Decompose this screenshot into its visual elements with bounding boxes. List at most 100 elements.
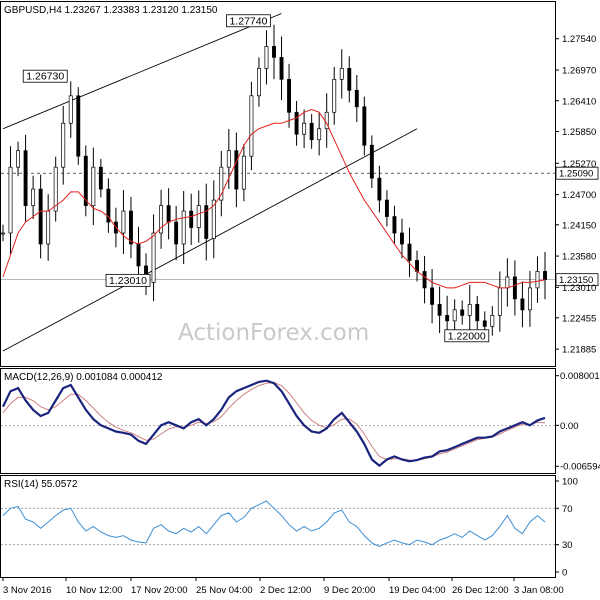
candle-body bbox=[497, 287, 502, 316]
x-tick-label: 26 Dec 12:00 bbox=[452, 585, 509, 596]
rsi-y-tick-label: 0 bbox=[562, 568, 567, 579]
candle-body bbox=[226, 150, 231, 168]
candle-body bbox=[294, 111, 299, 135]
x-tick-label: 10 Nov 12:00 bbox=[66, 585, 123, 596]
moving-average-line bbox=[2, 108, 546, 289]
candle-body bbox=[392, 216, 397, 234]
candle-body bbox=[505, 276, 510, 289]
annotation-label: 1.26730 bbox=[26, 71, 64, 83]
candlestick-series bbox=[1, 24, 547, 341]
candle-body bbox=[362, 106, 367, 146]
candle-body bbox=[384, 199, 389, 217]
candle-body bbox=[467, 304, 472, 316]
candle-body bbox=[136, 243, 141, 267]
candle-body bbox=[8, 166, 13, 234]
candle-body bbox=[520, 298, 525, 311]
candle-body bbox=[204, 205, 209, 239]
rsi-header: RSI(14) 55.0572 bbox=[4, 479, 78, 490]
x-axis: 3 Nov 2016 10 Nov 12:00 17 Nov 20:00 25 Nov… bbox=[2, 577, 564, 596]
candle-body bbox=[264, 46, 269, 69]
candle-body bbox=[159, 205, 164, 234]
candle-body bbox=[61, 122, 66, 168]
rsi-y-tick-label: 100 bbox=[562, 477, 578, 488]
candle-body bbox=[527, 287, 532, 311]
candle-body bbox=[1, 232, 5, 235]
candle-body bbox=[91, 166, 96, 206]
price-y-tick-label: 1.26970 bbox=[562, 66, 596, 77]
price-annotations: 1.26730 1.27740 1.23010 1.22000 bbox=[22, 14, 490, 343]
macd-y-axis: 0.008001 0.00 -0.006594 bbox=[555, 371, 600, 473]
macd-y-tick-label: 0.008001 bbox=[560, 371, 600, 382]
candle-body bbox=[317, 128, 322, 141]
candle-body bbox=[400, 232, 404, 245]
candle-body bbox=[377, 177, 382, 201]
candle-body bbox=[279, 57, 284, 80]
candle-body bbox=[189, 210, 194, 228]
candle-body bbox=[121, 210, 126, 234]
candle-body bbox=[83, 155, 88, 206]
candle-body bbox=[437, 304, 442, 316]
price-y-tick-label: 1.23580 bbox=[562, 252, 596, 263]
candle-body bbox=[430, 287, 435, 305]
candle-body bbox=[256, 68, 261, 97]
annotation-label: 1.22000 bbox=[448, 330, 486, 342]
x-tick-label: 2 Dec 12:00 bbox=[260, 585, 311, 596]
macd-line bbox=[2, 379, 546, 468]
x-tick-label: 19 Dec 04:00 bbox=[389, 585, 446, 596]
macd-header: MACD(12,26,9) 0.001084 0.000412 bbox=[4, 372, 163, 383]
candle-body bbox=[129, 210, 133, 245]
candle-body bbox=[98, 166, 103, 190]
x-tick-label: 25 Nov 04:00 bbox=[196, 585, 253, 596]
rsi-line bbox=[2, 500, 546, 548]
price-y-tick-label: 1.22455 bbox=[562, 313, 596, 324]
price-y-tick-label: 1.21885 bbox=[562, 345, 596, 356]
annotation-box bbox=[22, 69, 68, 83]
rsi-y-axis: 100 70 30 0 bbox=[555, 477, 578, 579]
candle-body bbox=[445, 314, 450, 322]
price-y-tick-label: 1.23010 bbox=[562, 283, 596, 294]
price-y-tick-label: 1.26410 bbox=[562, 96, 596, 107]
candle-body bbox=[302, 122, 307, 135]
annotation-box bbox=[105, 273, 151, 287]
candle-body bbox=[369, 144, 374, 179]
candle-body bbox=[211, 199, 216, 239]
candle-body bbox=[16, 150, 21, 168]
candle-body bbox=[482, 320, 487, 327]
macd-y-tick-label: -0.006594 bbox=[560, 462, 600, 473]
candle-body bbox=[422, 271, 427, 289]
candle-body bbox=[219, 166, 224, 201]
candle-body bbox=[347, 68, 352, 91]
price-header: GBPUSD,H4 1.23267 1.23383 1.23120 1.2315… bbox=[4, 5, 218, 16]
candle-body bbox=[68, 95, 73, 124]
price-y-tick-label: 1.24700 bbox=[562, 190, 596, 201]
trend-line bbox=[2, 13, 282, 130]
candle-body bbox=[31, 188, 36, 206]
price-panel-frame bbox=[0, 1, 556, 367]
price-y-tick-label: 1.25850 bbox=[562, 127, 596, 138]
macd-y-tick-label: 0.00 bbox=[560, 421, 579, 432]
x-tick-label: 3 Jan 08:00 bbox=[514, 585, 564, 596]
candle-body bbox=[475, 304, 480, 322]
x-tick-label: 9 Dec 20:00 bbox=[324, 585, 375, 596]
candle-body bbox=[174, 221, 179, 245]
price-y-tick-label: 1.24150 bbox=[562, 220, 596, 231]
candle-body bbox=[535, 271, 540, 289]
x-tick-label: 3 Nov 2016 bbox=[3, 585, 52, 596]
candle-body bbox=[460, 309, 465, 316]
candle-body bbox=[46, 210, 51, 245]
rsi-y-tick-label: 70 bbox=[562, 504, 573, 515]
price-level-label: 1.25090 bbox=[559, 169, 593, 180]
rsi-y-tick-label: 30 bbox=[562, 540, 573, 551]
candle-body bbox=[53, 166, 58, 212]
candle-body bbox=[309, 122, 314, 141]
price-level-label: 1.23150 bbox=[559, 275, 593, 286]
candle-body bbox=[241, 155, 246, 190]
annotation-box bbox=[444, 329, 490, 343]
annotation-label: 1.27740 bbox=[229, 15, 267, 27]
candle-body bbox=[106, 188, 111, 223]
annotation-label: 1.23010 bbox=[109, 275, 147, 287]
candle-body bbox=[234, 150, 239, 190]
price-y-axis: 1.27540 1.26970 1.26410 1.25850 1.25270 1.247… bbox=[555, 34, 596, 356]
candle-body bbox=[23, 150, 28, 206]
